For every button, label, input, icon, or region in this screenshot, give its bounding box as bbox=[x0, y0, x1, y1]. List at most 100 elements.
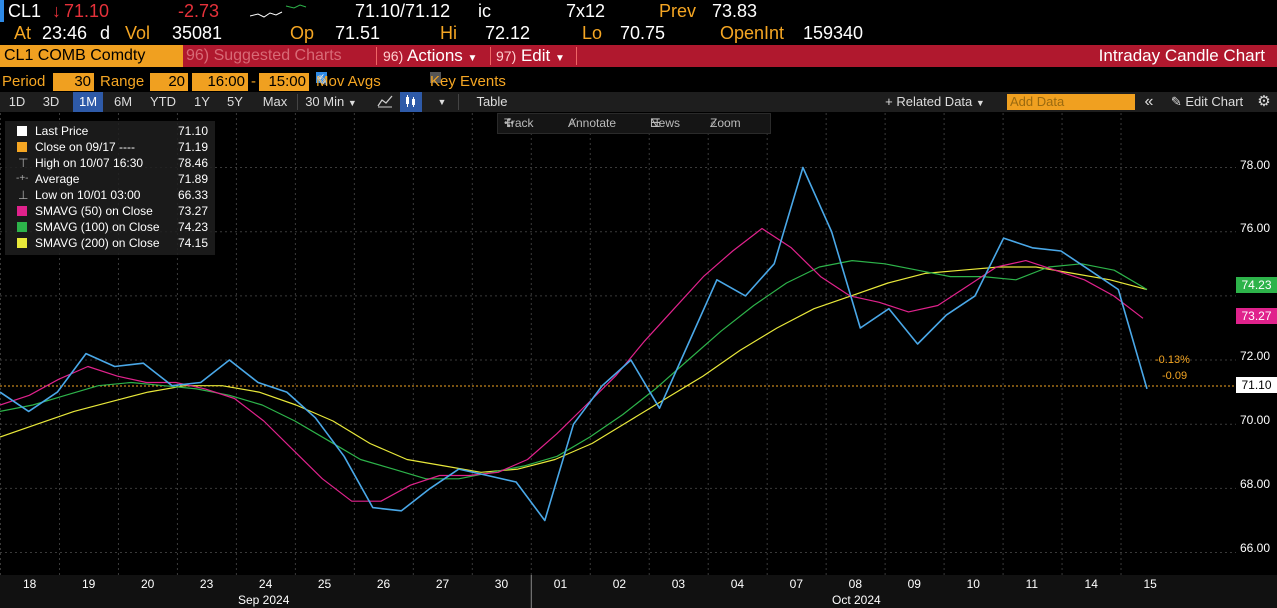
collapse-icon[interactable]: « bbox=[1144, 93, 1154, 110]
x-tick-label: 04 bbox=[730, 577, 745, 591]
prev-close: 73.83 bbox=[712, 1, 758, 21]
legend-label: High on 10/07 16:30 bbox=[35, 156, 144, 170]
x-tick-label: 24 bbox=[258, 577, 273, 591]
legend-row: ⊥ Low on 10/01 03:00 66.33 bbox=[5, 187, 215, 203]
last-price: 71.10 bbox=[64, 1, 110, 21]
abs-change-annotation: -0.09 bbox=[1162, 370, 1188, 382]
candle-chart-icon[interactable] bbox=[400, 92, 422, 112]
pencil-icon[interactable]: ✎ bbox=[316, 73, 329, 90]
x-tick-label: 14 bbox=[1084, 577, 1098, 591]
x-tick-label: 15 bbox=[1143, 577, 1157, 591]
y-axis-band bbox=[1236, 113, 1277, 575]
legend-label: Last Price bbox=[35, 124, 89, 138]
pencil-icon: ✎ bbox=[1170, 94, 1182, 109]
legend-value: 78.46 bbox=[178, 156, 209, 170]
security-field[interactable]: CL1 COMB Comdty bbox=[0, 45, 183, 67]
x-tick-label: 23 bbox=[199, 577, 214, 591]
high-value: 72.12 bbox=[485, 23, 531, 43]
series-line-smavg-50 bbox=[0, 227, 1144, 502]
legend-row: ⊤ High on 10/07 16:30 78.46 bbox=[5, 155, 215, 171]
series-line-last-price bbox=[0, 166, 1148, 522]
swatch-icon bbox=[17, 142, 27, 152]
legend-row: Close on 09/17 ---- 71.19 bbox=[5, 139, 215, 155]
actions-num: 96) bbox=[383, 48, 404, 64]
chart-type-dropdown[interactable]: ▼ bbox=[430, 92, 454, 112]
zoom-label: Zoom bbox=[710, 116, 741, 130]
related-data-menu[interactable]: + Related Data ▼ bbox=[870, 92, 1000, 112]
range-from-field[interactable]: 16:00 bbox=[192, 73, 248, 91]
line-chart-icon[interactable] bbox=[374, 92, 396, 112]
volume-value: 35081 bbox=[172, 23, 223, 43]
chart-tools-bar: ✣ Track ⟋ Annotate ☰ News ⌕ Zoom bbox=[497, 113, 771, 134]
range-field[interactable]: 20 bbox=[150, 73, 188, 91]
divider bbox=[376, 47, 377, 65]
net-change: -2.73 bbox=[178, 1, 220, 21]
legend-label: SMAVG (50) on Close bbox=[35, 204, 153, 218]
sma100-price-tag: 74.23 bbox=[1236, 277, 1277, 293]
range-button-1y[interactable]: 1Y bbox=[194, 94, 210, 109]
period-label: Period bbox=[2, 73, 46, 90]
x-tick-label: 11 bbox=[1025, 577, 1039, 591]
interval-dropdown[interactable]: 30 Min ▼ bbox=[300, 92, 362, 112]
intraday-chart[interactable] bbox=[0, 113, 1277, 608]
x-tick-label: 20 bbox=[140, 577, 155, 591]
low-label: Lo bbox=[582, 23, 603, 43]
legend-label: SMAVG (200) on Close bbox=[35, 236, 160, 250]
chevron-down-icon: ▼ bbox=[555, 53, 565, 64]
edit-num: 97) bbox=[496, 48, 517, 64]
edit-menu[interactable]: 97) Edit ▼ bbox=[496, 45, 565, 67]
legend-row: SMAVG (100) on Close 74.23 bbox=[5, 219, 215, 235]
y-tick-label: 68.00 bbox=[1240, 477, 1271, 491]
edit-label: Edit bbox=[520, 46, 551, 65]
month-label: Oct 2024 bbox=[832, 593, 881, 607]
x-axis-band bbox=[0, 575, 1277, 608]
sma50-price-tag: 73.27 bbox=[1236, 308, 1277, 324]
average-marker-icon: -+- bbox=[16, 173, 29, 184]
x-tick-label: 26 bbox=[376, 577, 391, 591]
open-interest-value: 159340 bbox=[803, 23, 864, 43]
divider bbox=[458, 94, 459, 110]
function-title-bar: CL1 COMB Comdty 96) Suggested Charts 96)… bbox=[0, 45, 1277, 67]
range-button-ytd[interactable]: YTD bbox=[150, 94, 176, 109]
x-tick-label: 27 bbox=[435, 577, 450, 591]
y-tick-label: 78.00 bbox=[1240, 158, 1271, 172]
x-tick-label: 10 bbox=[966, 577, 980, 591]
range-button-3d[interactable]: 3D bbox=[42, 94, 60, 109]
range-button-5y[interactable]: 5Y bbox=[227, 94, 243, 109]
function-title: Intraday Candle Chart bbox=[1098, 46, 1265, 65]
open-value: 71.51 bbox=[335, 23, 381, 43]
table-button[interactable]: Table bbox=[476, 94, 508, 109]
y-tick-label: 76.00 bbox=[1240, 221, 1271, 235]
last-price-tag: 71.10 bbox=[1236, 377, 1277, 393]
low-value: 70.75 bbox=[620, 23, 666, 43]
range-button-max[interactable]: Max bbox=[262, 94, 288, 109]
range-button-1d[interactable]: 1D bbox=[8, 94, 26, 109]
period-field[interactable]: 30 bbox=[53, 73, 94, 91]
gear-icon[interactable]: ⚙ bbox=[1257, 93, 1271, 110]
news-label: News bbox=[650, 116, 681, 130]
swatch-icon bbox=[17, 126, 27, 136]
suggested-num: 96) bbox=[186, 47, 210, 64]
open-label: Op bbox=[290, 23, 315, 43]
legend-value: 71.89 bbox=[178, 172, 209, 186]
suggested-charts-menu[interactable]: 96) Suggested Charts bbox=[186, 45, 342, 67]
actions-menu[interactable]: 96) Actions ▼ bbox=[383, 45, 477, 67]
related-data-label: Related Data bbox=[896, 94, 973, 109]
bid-ask-size: 7x12 bbox=[566, 1, 606, 21]
legend-value: 74.23 bbox=[178, 220, 209, 234]
range-button-6m[interactable]: 6M bbox=[113, 94, 133, 109]
range-button-1m[interactable]: 1M bbox=[73, 92, 103, 112]
legend-row: -+- Average 71.89 bbox=[5, 171, 215, 187]
x-tick-label: 09 bbox=[907, 577, 921, 591]
range-to-field[interactable]: 15:00 bbox=[259, 73, 309, 91]
legend-label: Close on 09/17 ---- bbox=[35, 140, 136, 154]
ticker-symbol[interactable]: CL1 bbox=[8, 1, 42, 21]
edit-chart-button[interactable]: ✎ Edit Chart bbox=[1162, 92, 1252, 112]
x-tick-label: 02 bbox=[612, 577, 627, 591]
track-label: Track bbox=[504, 116, 534, 130]
series-line-smavg-100 bbox=[0, 260, 1148, 480]
add-data-input[interactable]: Add Data bbox=[1007, 94, 1135, 110]
x-tick-label: 19 bbox=[81, 577, 96, 591]
chart-settings-row: Period 30 Range 20 16:00 - 15:00 ✓ Mov Av… bbox=[0, 72, 1277, 92]
divider bbox=[297, 94, 298, 110]
